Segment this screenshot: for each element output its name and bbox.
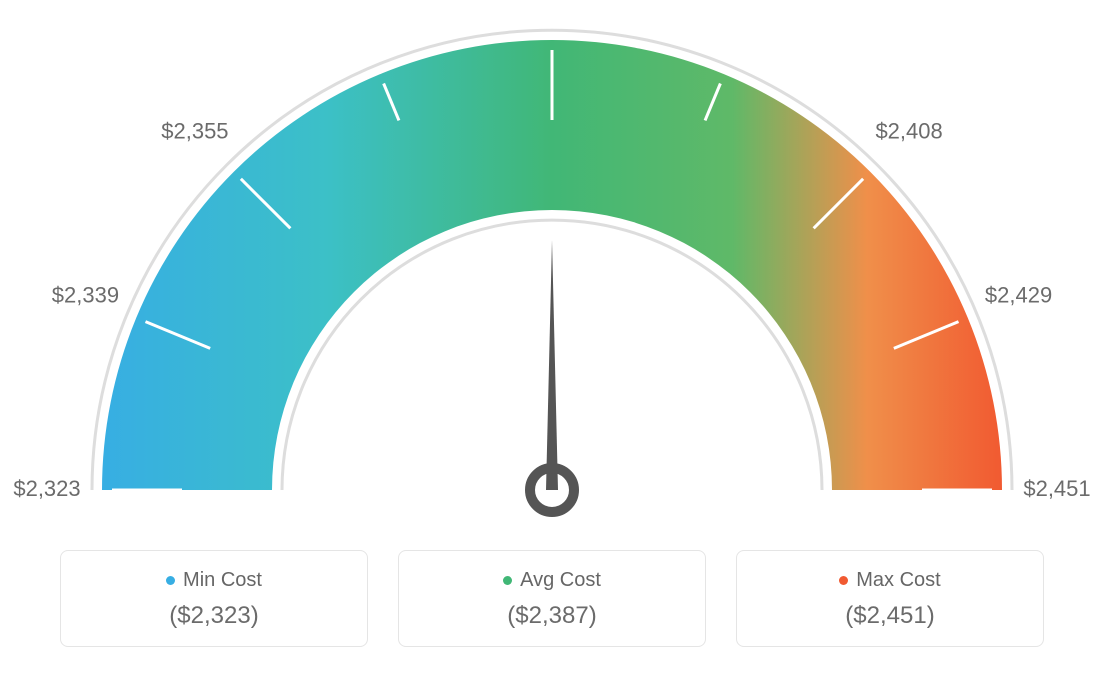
- min-cost-card: Min Cost ($2,323): [60, 550, 368, 647]
- gauge-chart: $2,323$2,339$2,355$2,387$2,408$2,429$2,4…: [0, 0, 1104, 540]
- avg-cost-value: ($2,387): [409, 602, 695, 630]
- max-cost-title: Max Cost: [747, 569, 1033, 592]
- avg-cost-card: Avg Cost ($2,387): [398, 550, 706, 647]
- svg-text:$2,355: $2,355: [161, 119, 228, 144]
- min-cost-label: Min Cost: [183, 569, 262, 591]
- avg-cost-label: Avg Cost: [520, 569, 601, 591]
- max-bullet-icon: [839, 576, 848, 585]
- summary-cards: Min Cost ($2,323) Avg Cost ($2,387) Max …: [0, 540, 1104, 647]
- svg-text:$2,429: $2,429: [985, 283, 1052, 308]
- avg-cost-title: Avg Cost: [409, 569, 695, 592]
- min-bullet-icon: [166, 576, 175, 585]
- max-cost-value: ($2,451): [747, 602, 1033, 630]
- gauge-svg: $2,323$2,339$2,355$2,387$2,408$2,429$2,4…: [0, 0, 1104, 540]
- svg-text:$2,408: $2,408: [875, 119, 942, 144]
- avg-bullet-icon: [503, 576, 512, 585]
- svg-text:$2,339: $2,339: [52, 283, 119, 308]
- max-cost-card: Max Cost ($2,451): [736, 550, 1044, 647]
- svg-text:$2,451: $2,451: [1023, 476, 1090, 501]
- max-cost-label: Max Cost: [856, 569, 940, 591]
- min-cost-value: ($2,323): [71, 602, 357, 630]
- svg-text:$2,323: $2,323: [13, 476, 80, 501]
- min-cost-title: Min Cost: [71, 569, 357, 592]
